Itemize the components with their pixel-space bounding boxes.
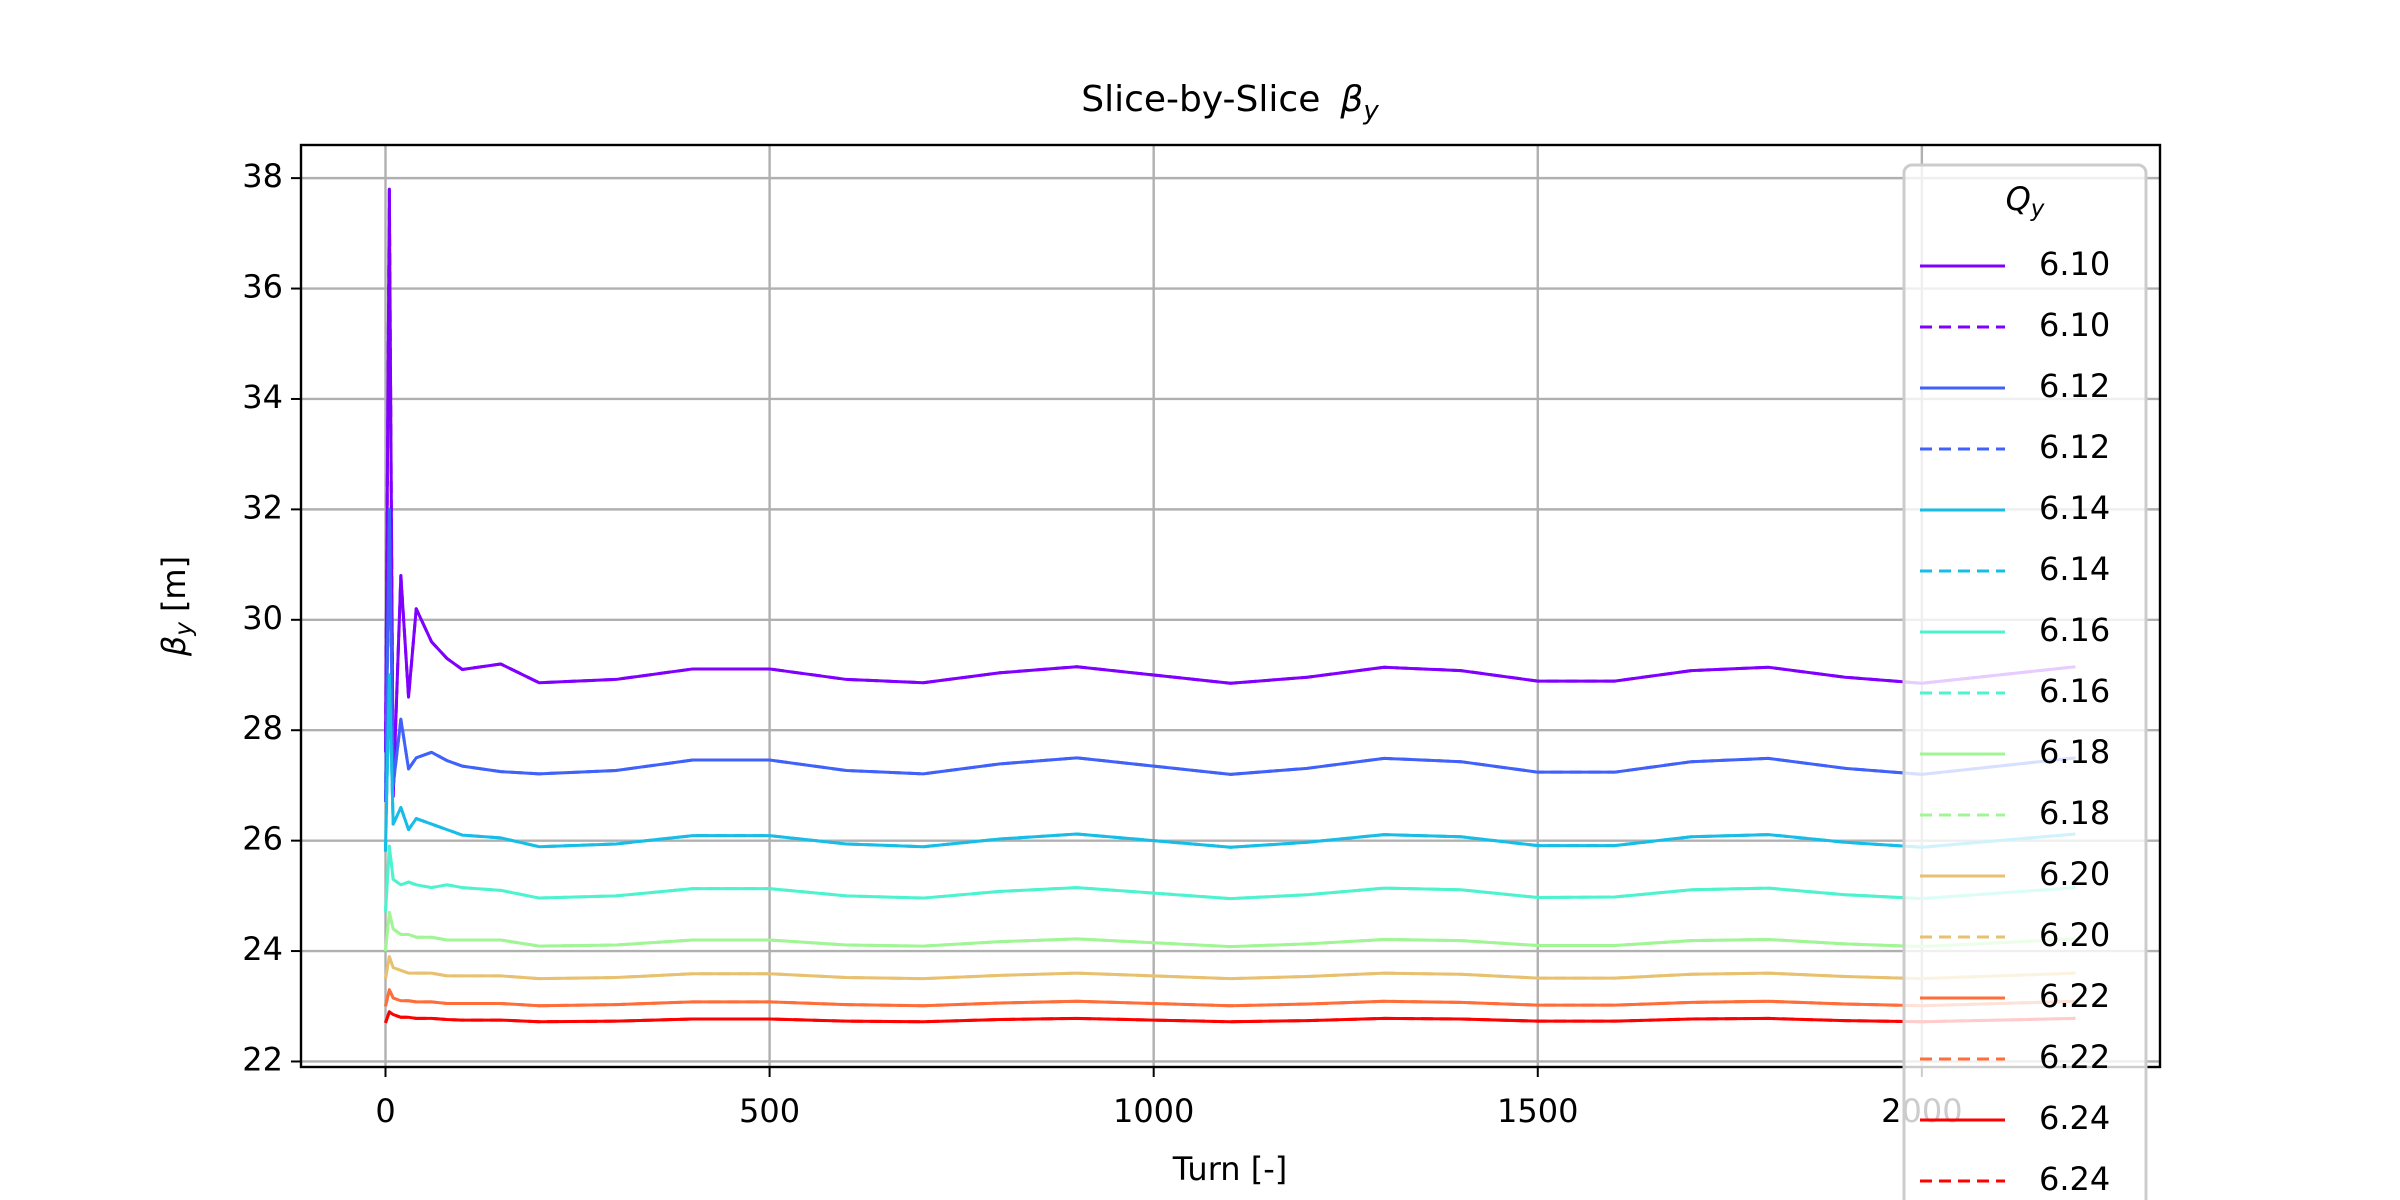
x-tick-label: 1000 <box>1113 1092 1194 1130</box>
y-tick-label: 38 <box>242 157 283 195</box>
legend-label: 6.10 <box>2039 245 2110 283</box>
legend-label: 6.22 <box>2039 977 2110 1015</box>
legend-label: 6.24 <box>2039 1099 2110 1137</box>
ylabel-subscript: y <box>171 622 197 637</box>
x-axis-label: Turn [-] <box>1172 1150 1288 1188</box>
legend-label: 6.14 <box>2039 489 2110 527</box>
series-line <box>384 844 2076 913</box>
y-tick-label: 26 <box>242 820 283 858</box>
chart-title: Slice-by-Slice βy <box>1081 79 1379 126</box>
y-tick-label: 22 <box>242 1040 283 1078</box>
y-tick-label: 36 <box>242 268 283 306</box>
x-tick-label: 0 <box>375 1092 395 1130</box>
ylabel-unit: [m] <box>155 556 193 612</box>
legend-title: Qy <box>2006 180 2045 222</box>
series-line <box>384 673 2076 852</box>
series-line <box>384 1010 2076 1024</box>
legend-label: 6.12 <box>2039 428 2110 466</box>
y-tick-label: 24 <box>242 930 283 968</box>
series-line <box>384 507 2076 803</box>
legend-label: 6.20 <box>2039 916 2110 954</box>
ylabel-symbol: β <box>155 636 193 657</box>
legend-frame <box>1902 163 2148 1200</box>
legend-label: 6.16 <box>2039 672 2110 710</box>
series-line <box>384 955 2076 981</box>
y-tick-label: 34 <box>242 378 283 416</box>
y-tick-label: 32 <box>242 488 283 526</box>
y-tick-label: 28 <box>242 709 283 747</box>
series-line <box>384 844 2076 913</box>
series-line <box>384 988 2076 1008</box>
y-tick-label: 30 <box>242 599 283 637</box>
legend-label: 6.22 <box>2039 1038 2110 1076</box>
legend-label: 6.18 <box>2039 794 2110 832</box>
x-tick-label: 1500 <box>1497 1092 1578 1130</box>
legend-label: 6.18 <box>2039 733 2110 771</box>
legend-title-symbol: Q <box>2006 180 2031 218</box>
series-line <box>384 673 2076 852</box>
y-axis-label: βy [m] <box>155 556 197 657</box>
legend-label: 6.12 <box>2039 367 2110 405</box>
legend-label: 6.24 <box>2039 1160 2110 1198</box>
axes-frame <box>299 143 2162 1069</box>
legend-label: 6.14 <box>2039 550 2110 588</box>
legend-title-subscript: y <box>2030 196 2045 222</box>
series-line <box>384 507 2076 803</box>
legend-label: 6.16 <box>2039 611 2110 649</box>
legend-label: 6.10 <box>2039 306 2110 344</box>
series-line <box>384 187 2076 798</box>
title-text: Slice-by-Slice <box>1081 79 1320 120</box>
x-tick-label: 500 <box>739 1092 800 1130</box>
series-line <box>384 187 2076 798</box>
title-symbol: β <box>1339 79 1363 120</box>
legend-label: 6.20 <box>2039 855 2110 893</box>
title-subscript: y <box>1362 96 1379 126</box>
series-line <box>384 910 2076 952</box>
